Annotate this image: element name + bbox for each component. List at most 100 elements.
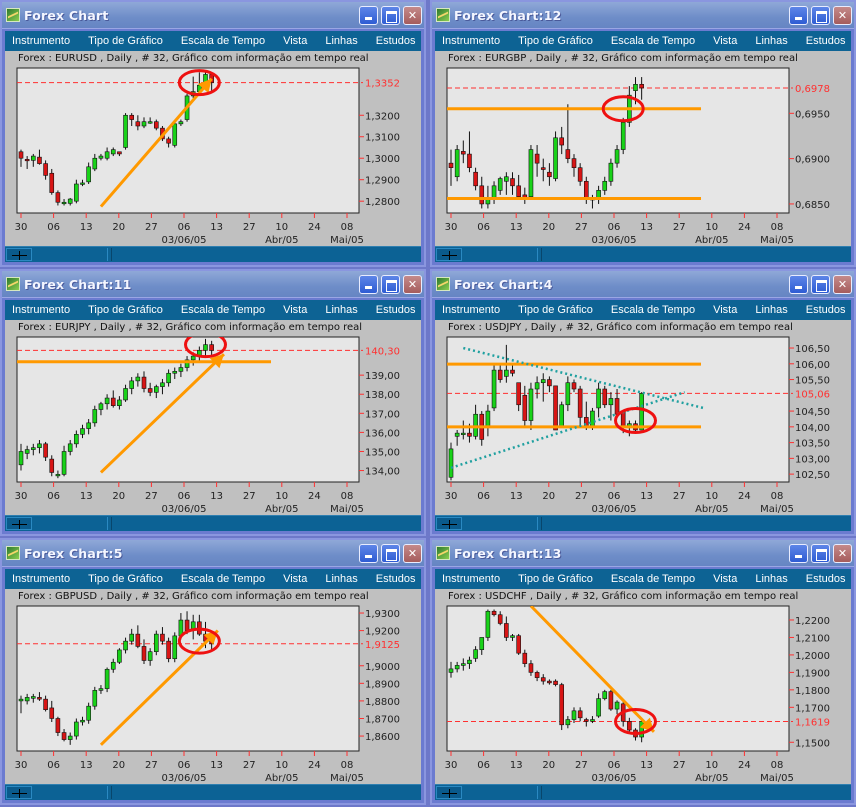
x-period-label: 03/06/05 bbox=[592, 504, 637, 515]
menu-estudos[interactable]: Estudos bbox=[375, 304, 416, 316]
menu-instrumento[interactable]: Instrumento bbox=[12, 35, 71, 47]
maximize-button[interactable] bbox=[381, 6, 400, 25]
menu-linhas[interactable]: Linhas bbox=[755, 304, 788, 316]
menu-estudos[interactable]: Estudos bbox=[375, 573, 416, 585]
menu-escala-de-tempo[interactable]: Escala de Tempo bbox=[610, 573, 696, 585]
menu-tipo-de-gr-fico[interactable]: Tipo de Gráfico bbox=[88, 304, 163, 316]
menu-estudos[interactable]: Estudos bbox=[375, 35, 416, 47]
x-tick-label: 13 bbox=[640, 491, 653, 502]
menu-tipo-de-gr-fico[interactable]: Tipo de Gráfico bbox=[518, 35, 593, 47]
y-tick-label: 1,2000 bbox=[795, 651, 830, 662]
chart-panel: Forex : EURGBP , Daily , # 32, Gráfico c… bbox=[435, 51, 851, 262]
menu-linhas[interactable]: Linhas bbox=[325, 304, 358, 316]
menu-linhas[interactable]: Linhas bbox=[325, 35, 358, 47]
menu-tipo-de-gr-fico[interactable]: Tipo de Gráfico bbox=[518, 304, 593, 316]
title-bar[interactable]: Forex Chart:5 ✕ bbox=[2, 540, 424, 567]
crosshair-tool-button[interactable] bbox=[436, 786, 462, 799]
candlestick-chart[interactable]: 139,00 138,00 137,00 136,00 135,00 134,00 140,… bbox=[5, 320, 425, 519]
x-tick-label: 08 bbox=[341, 760, 354, 771]
menu-escala-de-tempo[interactable]: Escala de Tempo bbox=[180, 35, 266, 47]
x-tick-label: 06 bbox=[477, 491, 490, 502]
title-bar[interactable]: Forex Chart ✕ bbox=[2, 2, 424, 29]
y-tick-label: 1,2100 bbox=[795, 633, 830, 644]
menu-escala-de-tempo[interactable]: Escala de Tempo bbox=[180, 304, 266, 316]
candlestick-chart[interactable]: 0,6950 0,6900 0,6850 0,6978 30 06 13 20 27 06 13 27… bbox=[435, 51, 855, 250]
chart-app-icon bbox=[436, 546, 450, 560]
close-button[interactable]: ✕ bbox=[403, 6, 422, 25]
candlestick-chart[interactable]: 1,3200 1,3100 1,3000 1,2900 1,2800 1,3352 30 06… bbox=[5, 51, 425, 250]
x-period-label: 03/06/05 bbox=[162, 235, 207, 246]
menu-vista[interactable]: Vista bbox=[283, 573, 308, 585]
title-bar[interactable]: Forex Chart:11 ✕ bbox=[2, 271, 424, 298]
y-tick-label: 104,00 bbox=[795, 423, 830, 434]
crosshair-tool-button[interactable] bbox=[6, 786, 32, 799]
menu-tipo-de-gr-fico[interactable]: Tipo de Gráfico bbox=[88, 573, 163, 585]
minimize-button[interactable] bbox=[789, 6, 808, 25]
triangle-trendline bbox=[462, 346, 704, 410]
menu-escala-de-tempo[interactable]: Escala de Tempo bbox=[180, 573, 266, 585]
close-button[interactable]: ✕ bbox=[833, 544, 852, 563]
x-period-label: 03/06/05 bbox=[162, 504, 207, 515]
menu-vista[interactable]: Vista bbox=[283, 304, 308, 316]
chart-window-usdjpy: Forex Chart:4 ✕ Instrumento Tipo de Gráfi… bbox=[430, 269, 856, 536]
title-bar[interactable]: Forex Chart:12 ✕ bbox=[432, 2, 854, 29]
candlestick-chart[interactable]: 1,2200 1,2100 1,2000 1,1900 1,1800 1,1700 1,15… bbox=[435, 589, 855, 788]
minimize-button[interactable] bbox=[789, 275, 808, 294]
maximize-button[interactable] bbox=[811, 6, 830, 25]
title-bar[interactable]: Forex Chart:13 ✕ bbox=[432, 540, 854, 567]
menu-bar: Instrumento Tipo de Gráfico Escala de Temp… bbox=[5, 31, 421, 51]
crosshair-tool-button[interactable] bbox=[436, 517, 462, 530]
x-tick-label: 13 bbox=[210, 760, 223, 771]
menu-escala-de-tempo[interactable]: Escala de Tempo bbox=[610, 35, 696, 47]
x-tick-label: 30 bbox=[15, 760, 28, 771]
maximize-button[interactable] bbox=[381, 275, 400, 294]
menu-estudos[interactable]: Estudos bbox=[805, 35, 846, 47]
menu-vista[interactable]: Vista bbox=[283, 35, 308, 47]
x-tick-label: 13 bbox=[80, 491, 93, 502]
x-period-label: Abr/05 bbox=[265, 504, 298, 515]
close-button[interactable]: ✕ bbox=[403, 544, 422, 563]
candlestick-chart[interactable]: 106,50 106,00 105,50 104,50 104,00 103,50 103,… bbox=[435, 320, 855, 519]
minimize-button[interactable] bbox=[359, 544, 378, 563]
maximize-button[interactable] bbox=[811, 275, 830, 294]
crosshair-tool-button[interactable] bbox=[436, 248, 462, 261]
x-period-label: Abr/05 bbox=[265, 235, 298, 246]
close-button[interactable]: ✕ bbox=[403, 275, 422, 294]
menu-vista[interactable]: Vista bbox=[713, 304, 738, 316]
minimize-button[interactable] bbox=[359, 275, 378, 294]
candlestick-chart[interactable]: 1,9300 1,9200 1,9000 1,8900 1,8800 1,8700 1,86… bbox=[5, 589, 425, 788]
menu-instrumento[interactable]: Instrumento bbox=[442, 35, 501, 47]
menu-linhas[interactable]: Linhas bbox=[755, 573, 788, 585]
close-button[interactable]: ✕ bbox=[833, 6, 852, 25]
menu-tipo-de-gr-fico[interactable]: Tipo de Gráfico bbox=[518, 573, 593, 585]
menu-linhas[interactable]: Linhas bbox=[325, 573, 358, 585]
x-tick-label: 20 bbox=[112, 222, 125, 233]
menu-vista[interactable]: Vista bbox=[713, 35, 738, 47]
status-bar bbox=[5, 784, 421, 800]
minimize-button[interactable] bbox=[359, 6, 378, 25]
x-tick-label: 20 bbox=[112, 760, 125, 771]
menu-instrumento[interactable]: Instrumento bbox=[12, 304, 71, 316]
x-tick-label: 06 bbox=[47, 491, 60, 502]
menu-instrumento[interactable]: Instrumento bbox=[442, 573, 501, 585]
chart-window-eurjpy: Forex Chart:11 ✕ Instrumento Tipo de Gráf… bbox=[0, 269, 426, 536]
title-bar[interactable]: Forex Chart:4 ✕ bbox=[432, 271, 854, 298]
menu-instrumento[interactable]: Instrumento bbox=[442, 304, 501, 316]
maximize-button[interactable] bbox=[381, 544, 400, 563]
y-tick-label: 106,50 bbox=[795, 344, 830, 355]
chart-subtitle: Forex : EURJPY , Daily , # 32, Gráfico c… bbox=[18, 322, 363, 333]
menu-estudos[interactable]: Estudos bbox=[805, 304, 846, 316]
menu-estudos[interactable]: Estudos bbox=[805, 573, 846, 585]
maximize-button[interactable] bbox=[811, 544, 830, 563]
menu-tipo-de-gr-fico[interactable]: Tipo de Gráfico bbox=[88, 35, 163, 47]
minimize-button[interactable] bbox=[789, 544, 808, 563]
crosshair-tool-button[interactable] bbox=[6, 517, 32, 530]
x-tick-label: 10 bbox=[275, 222, 288, 233]
menu-escala-de-tempo[interactable]: Escala de Tempo bbox=[610, 304, 696, 316]
close-button[interactable]: ✕ bbox=[833, 275, 852, 294]
menu-vista[interactable]: Vista bbox=[713, 573, 738, 585]
arrow-head-icon bbox=[197, 78, 212, 94]
crosshair-tool-button[interactable] bbox=[6, 248, 32, 261]
menu-linhas[interactable]: Linhas bbox=[755, 35, 788, 47]
menu-instrumento[interactable]: Instrumento bbox=[12, 573, 71, 585]
